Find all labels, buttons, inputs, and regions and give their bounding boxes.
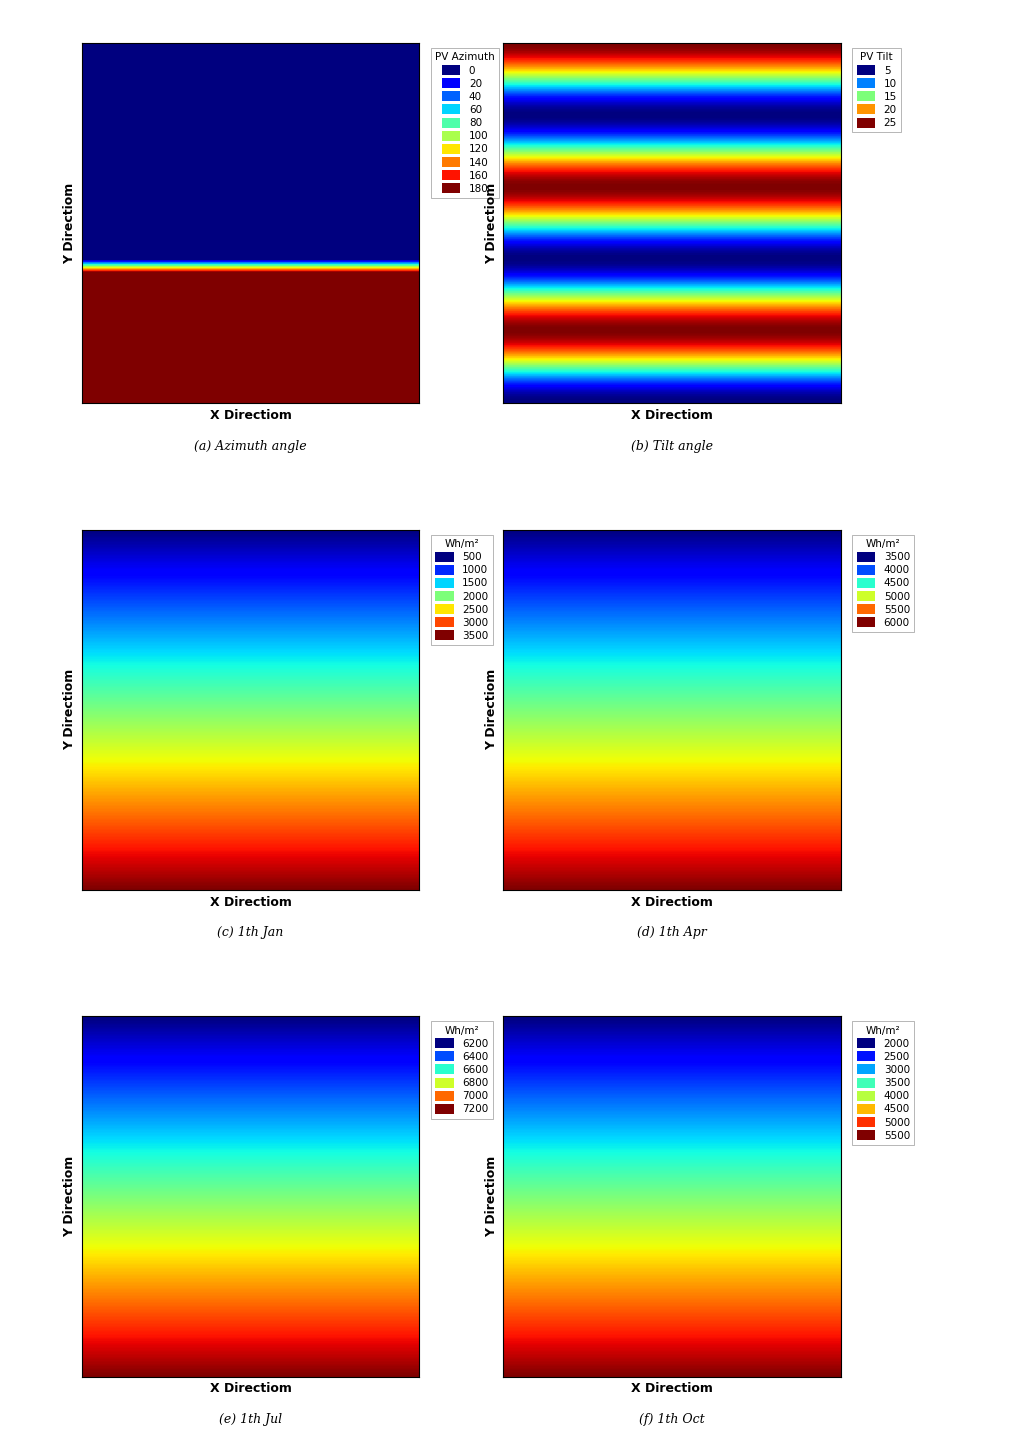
Text: (d) 1th Apr: (d) 1th Apr [638, 926, 707, 939]
Y-axis label: Y Directiom: Y Directiom [64, 1156, 77, 1238]
Text: (a) Azimuth angle: (a) Azimuth angle [195, 439, 306, 453]
X-axis label: X Directiom: X Directiom [210, 1382, 291, 1395]
Legend: 6200, 6400, 6600, 6800, 7000, 7200: 6200, 6400, 6600, 6800, 7000, 7200 [432, 1021, 493, 1119]
Y-axis label: Y Directiom: Y Directiom [485, 1156, 498, 1238]
Text: (e) 1th Jul: (e) 1th Jul [219, 1412, 282, 1425]
Text: (f) 1th Oct: (f) 1th Oct [640, 1412, 705, 1425]
Legend: 2000, 2500, 3000, 3500, 4000, 4500, 5000, 5500: 2000, 2500, 3000, 3500, 4000, 4500, 5000… [853, 1021, 914, 1144]
Y-axis label: Y Directiom: Y Directiom [485, 182, 498, 264]
Y-axis label: Y Directiom: Y Directiom [485, 670, 498, 750]
Y-axis label: Y Directiom: Y Directiom [64, 670, 77, 750]
Y-axis label: Y Directiom: Y Directiom [64, 182, 77, 264]
Legend: 5, 10, 15, 20, 25: 5, 10, 15, 20, 25 [853, 49, 901, 132]
Text: (c) 1th Jan: (c) 1th Jan [217, 926, 284, 939]
Legend: 0, 20, 40, 60, 80, 100, 120, 140, 160, 180: 0, 20, 40, 60, 80, 100, 120, 140, 160, 1… [432, 49, 499, 198]
Legend: 3500, 4000, 4500, 5000, 5500, 6000: 3500, 4000, 4500, 5000, 5500, 6000 [853, 535, 914, 632]
X-axis label: X Directiom: X Directiom [210, 896, 291, 909]
X-axis label: X Directiom: X Directiom [631, 896, 712, 909]
X-axis label: X Directiom: X Directiom [631, 409, 712, 422]
X-axis label: X Directiom: X Directiom [210, 409, 291, 422]
Text: (b) Tilt angle: (b) Tilt angle [631, 439, 713, 453]
X-axis label: X Directiom: X Directiom [631, 1382, 712, 1395]
Legend: 500, 1000, 1500, 2000, 2500, 3000, 3500: 500, 1000, 1500, 2000, 2500, 3000, 3500 [432, 535, 493, 645]
